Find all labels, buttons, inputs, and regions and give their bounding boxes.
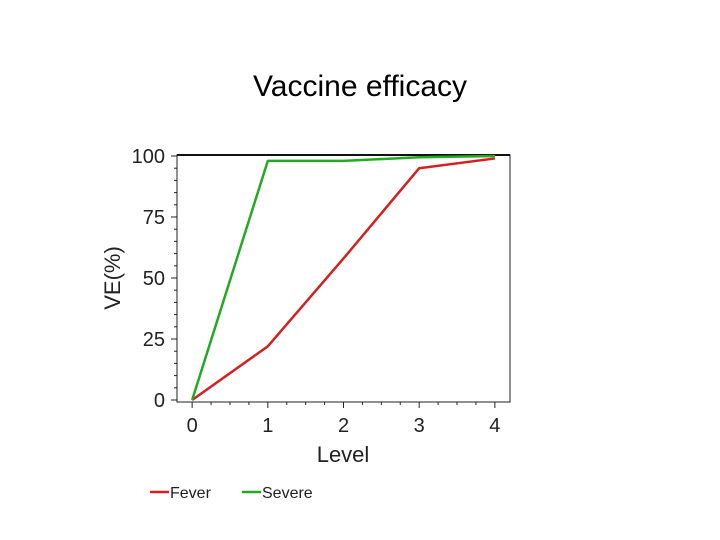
x-tick-label: 4 <box>489 415 500 437</box>
y-tick-label: 25 <box>143 329 165 351</box>
legend-label-severe: Severe <box>262 485 313 502</box>
x-tick-label: 0 <box>187 415 198 437</box>
x-tick-label: 2 <box>338 415 349 437</box>
y-axis-title: VE(%) <box>100 246 125 310</box>
x-tick-label: 3 <box>414 415 425 437</box>
y-tick-label: 0 <box>154 390 165 412</box>
series-line-severe <box>190 154 495 401</box>
legend-label-fever: Fever <box>170 485 212 502</box>
y-tick-label: 50 <box>143 268 165 290</box>
y-tick-label: 75 <box>143 207 165 229</box>
x-tick-label: 1 <box>262 415 273 437</box>
slide-title: Vaccine efficacy <box>253 70 467 103</box>
y-tick-label: 100 <box>132 146 165 168</box>
x-axis-title: Level <box>317 442 370 467</box>
plot-frame <box>176 154 511 403</box>
series-line-fever <box>191 157 496 402</box>
